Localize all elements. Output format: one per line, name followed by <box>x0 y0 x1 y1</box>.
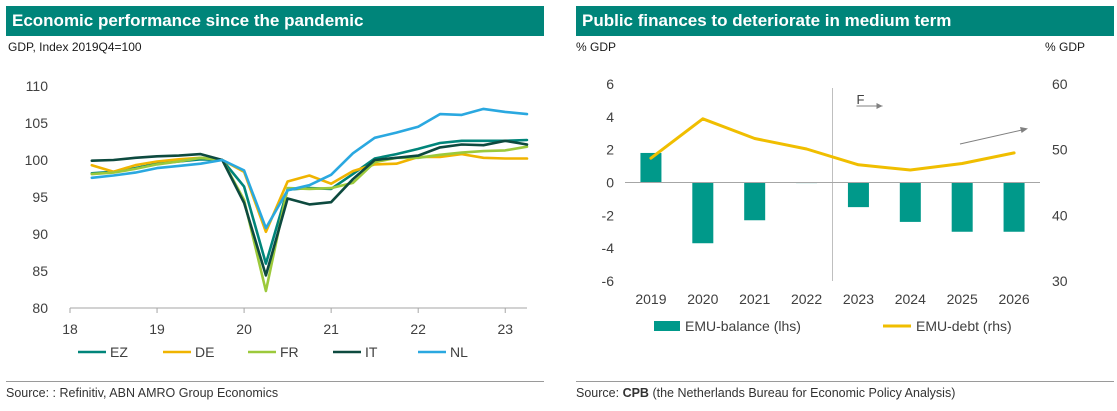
left-y-tick-label: -4 <box>602 240 615 256</box>
left-y-tick-label: 6 <box>606 76 614 92</box>
x-tick-label: 2021 <box>739 291 770 307</box>
y-tick-label: 85 <box>32 263 48 279</box>
x-tick-label: 21 <box>323 321 339 337</box>
chart-title: Public finances to deteriorate in medium… <box>576 6 1114 36</box>
x-tick-label: 20 <box>236 321 252 337</box>
balance-bar <box>1003 182 1025 232</box>
series-line-nl <box>90 107 529 230</box>
x-tick-label: 18 <box>62 321 78 337</box>
y-tick-label: 90 <box>32 226 48 242</box>
source-note: Source: CPB (the Netherlands Bureau for … <box>576 386 955 400</box>
legend-label-it: IT <box>365 344 378 360</box>
source-description: (the Netherlands Bureau for Economic Pol… <box>648 386 956 400</box>
x-tick-label: 23 <box>497 321 513 337</box>
chart-subtitle: GDP, Index 2019Q4=100 <box>8 40 142 54</box>
left-y-tick-label: -6 <box>602 273 615 289</box>
legend-label-ez: EZ <box>110 344 128 360</box>
trend-arrow-shaft <box>959 129 1023 145</box>
legend-label-debt: EMU-debt (rhs) <box>916 318 1012 334</box>
y-tick-label: 100 <box>25 152 49 168</box>
balance-bar <box>640 152 662 183</box>
chart-title: Economic performance since the pandemic <box>6 6 544 36</box>
right-y-tick-label: 60 <box>1052 76 1068 92</box>
x-tick-label: 19 <box>149 321 165 337</box>
y-tick-label: 95 <box>32 189 48 205</box>
x-tick-label: 2023 <box>843 291 874 307</box>
source-prefix: Source: <box>576 386 623 400</box>
y-tick-label: 80 <box>32 300 48 316</box>
x-tick-label: 2020 <box>687 291 718 307</box>
series-line-ez <box>90 138 529 265</box>
x-tick-label: 2026 <box>998 291 1029 307</box>
gdp-chart-panel: Economic performance since the pandemic … <box>0 0 547 411</box>
legend-label-nl: NL <box>450 344 468 360</box>
right-y-tick-label: 30 <box>1052 273 1068 289</box>
balance-bar <box>847 182 869 208</box>
left-y-tick-label: 4 <box>606 109 614 125</box>
balance-bar <box>744 182 766 221</box>
balance-bar <box>899 182 921 222</box>
x-tick-label: 2025 <box>947 291 978 307</box>
balance-bar <box>692 182 714 244</box>
legend-label-balance: EMU-balance (lhs) <box>685 318 801 334</box>
left-y-tick-label: -2 <box>602 207 615 223</box>
series-line-it <box>90 139 529 277</box>
public-finances-chart: -6 -4 -2 0 2 4 6 30 40 50 60 F 2019 2020 2021 2022 2023 2… <box>602 76 1068 334</box>
source-agency: CPB <box>622 386 649 400</box>
legend-label-fr: FR <box>280 344 299 360</box>
right-y-tick-label: 50 <box>1052 142 1068 158</box>
series-line-fr <box>90 145 529 293</box>
legend-label-de: DE <box>195 344 214 360</box>
series-line-de <box>90 152 529 234</box>
source-note: Source: : Refinitiv, ABN AMRO Group Econ… <box>6 386 279 400</box>
forecast-arrow-head <box>876 103 883 109</box>
gdp-line-chart: 80 85 90 95 100 105 110 18 19 20 21 22 23 EZ DE FR IT NL <box>25 78 529 360</box>
left-axis-unit: % GDP <box>576 40 617 54</box>
left-y-tick-label: 0 <box>606 175 614 191</box>
public-finances-panel: Public finances to deteriorate in medium… <box>570 0 1117 411</box>
x-tick-label: 22 <box>410 321 426 337</box>
source-divider <box>576 381 1114 382</box>
right-axis-unit: % GDP <box>1044 40 1085 54</box>
y-tick-label: 105 <box>25 115 49 131</box>
left-y-tick-label: 2 <box>606 142 614 158</box>
balance-bar <box>951 182 973 232</box>
forecast-label: F <box>857 92 865 107</box>
source-divider <box>6 381 544 382</box>
trend-arrow-head <box>1020 127 1028 133</box>
right-y-tick-label: 40 <box>1052 207 1068 223</box>
x-tick-label: 2019 <box>635 291 666 307</box>
debt-line <box>649 117 1016 172</box>
legend-swatch-balance <box>654 321 680 331</box>
x-tick-label: 2022 <box>791 291 822 307</box>
y-tick-label: 110 <box>26 78 49 94</box>
x-tick-label: 2024 <box>895 291 926 307</box>
